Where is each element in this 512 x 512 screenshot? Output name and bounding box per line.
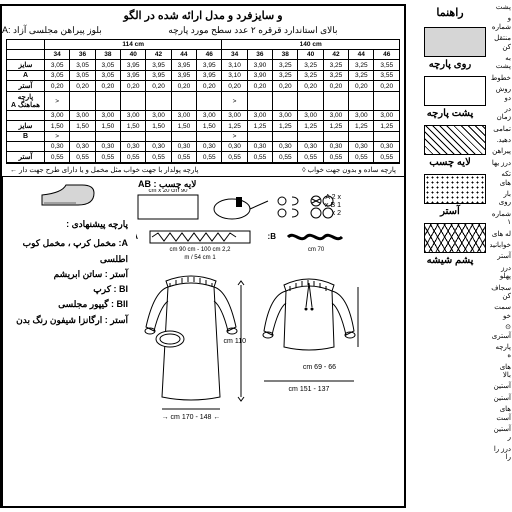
fabric-line: آستر : ارگانزا شیفون رنگ بدن [7, 313, 128, 328]
svg-text:A:: A: [136, 232, 138, 241]
swatch-label: آستر [414, 206, 486, 217]
svg-text:1 x B: 1 x B [325, 202, 341, 209]
fabric-line: A: مخمل کرپ ، مخمل کوب اطلسی [7, 236, 128, 267]
fabric-title: پارچه پیشنهادی : [7, 217, 128, 232]
svg-text:90 cm x 20 cm: 90 cm x 20 cm [148, 189, 188, 194]
swatch-label: لایه چسب [414, 157, 486, 168]
swatch-label: پشم شیشه [414, 255, 486, 266]
svg-text:B:: B: [268, 232, 277, 241]
swatch [424, 174, 486, 204]
swatch-label: روی پارچه [414, 59, 486, 70]
subtitle-text: بالای استاندارد قرقره ۲ عدد سطح مورد پار… [168, 25, 337, 35]
diagram-area: لایه چسب : AB 90 cm x 20 cm [132, 177, 404, 506]
fabric-line: BI : کرپ [7, 282, 128, 297]
dress-a-sketch: 110 cm ← 148 - 170 cm → [145, 276, 246, 421]
svg-text:110 cm: 110 cm [224, 338, 247, 345]
lower-section: لایه چسب : AB 90 cm x 20 cm [2, 176, 404, 506]
cropped-instructions-column: پشتو شمارهمنتقل کنبه پشتخطوطروش دودر زما… [490, 0, 512, 512]
swatch [424, 27, 486, 57]
pattern-info-panel: و سایزفرد و مدل ارائه شده در الگو بلوز پ… [0, 4, 406, 508]
fabric-line: آستر : ساتن ابریشم [7, 267, 128, 282]
swatch [424, 76, 486, 106]
svg-text:2,2 cm 90 cm - 100 cm: 2,2 cm 90 cm - 100 cm [169, 247, 231, 253]
svg-text:A 2 x: A 2 x [325, 194, 341, 201]
fabric-suggestion: پارچه پیشنهادی : A: مخمل کرپ ، مخمل کوب … [2, 177, 132, 506]
swatch [424, 223, 486, 253]
notions-row: 90 cm x 20 cm A [136, 189, 361, 229]
svg-text:← 148 - 170 cm →: ← 148 - 170 cm → [162, 414, 221, 421]
model-code: بلوز پیراهن مجلسی آزاد :A [2, 25, 102, 36]
garment-sketches: 110 cm ← 148 - 170 cm → [136, 267, 361, 439]
legend-column: راهنما روی پارچه پشت پارچه لایه چسب آستر پشم… [408, 0, 490, 512]
swatch [424, 125, 486, 155]
yardage-table: 114 cm140 cm3436384042444634363840424446… [6, 39, 400, 163]
panel-title: و سایزفرد و مدل ارائه شده در الگو [2, 6, 404, 25]
svg-text:66 - 69 cm: 66 - 69 cm [303, 364, 336, 371]
fabric-line: BII : گیپور مجلسی [7, 297, 128, 312]
panel-subtitle: بلوز پیراهن مجلسی آزاد :A بالای استاندار… [2, 25, 404, 39]
svg-text:70 cm: 70 cm [308, 247, 325, 253]
table-footnote: پارچه ساده و بدون جهت خواب ◊ پارچه پولدا… [6, 163, 400, 176]
svg-text:1 m / 54 cm: 1 m / 54 cm [184, 255, 216, 261]
legend-title: راهنما [414, 6, 486, 19]
yardage-table-wrap: 114 cm140 cm3436384042444634363840424446… [2, 39, 404, 176]
svg-text:137 - 151 cm: 137 - 151 cm [289, 386, 330, 393]
blouse-b-sketch: 66 - 69 cm 137 - 151 cm [263, 279, 358, 393]
trim-row: A: 2,2 cm 90 cm - 100 cm 1 m / 54 cm B: … [136, 229, 361, 265]
pattern-piece-icon [38, 183, 98, 211]
svg-text:2 x: 2 x [332, 210, 341, 217]
swatch-label: پشت پارچه [414, 108, 486, 119]
